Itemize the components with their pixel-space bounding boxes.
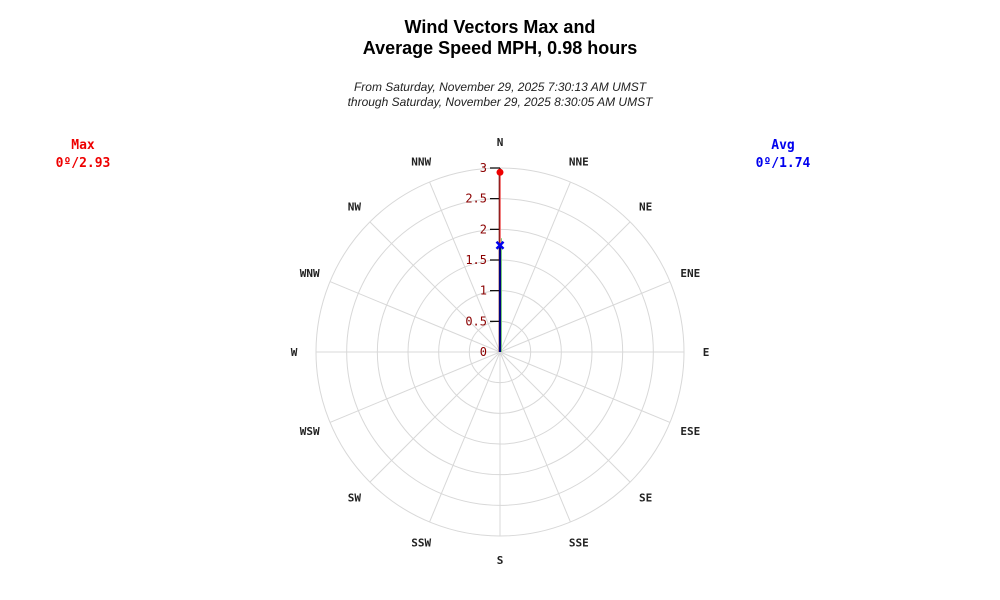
compass-label-nw: NW (348, 200, 362, 213)
avg-marker (495, 240, 505, 250)
compass-label-ssw: SSW (411, 536, 431, 549)
chart-title-line-1: Wind Vectors Max and (404, 17, 596, 37)
compass-labels: N NNE NE ENE E ESE SE SSE S SSW SW WSW W WNW NW NNW (291, 136, 710, 567)
grid-spoke (429, 351, 501, 523)
compass-label-n: N (497, 136, 504, 149)
grid-spoke (499, 221, 631, 353)
grid-spoke (429, 181, 501, 353)
grid-spoke (499, 281, 671, 353)
axis-tick-label: 0 (480, 345, 487, 359)
compass-label-wsw: WSW (300, 425, 320, 438)
grid-spoke (369, 221, 501, 353)
radial-axis: 0 0.5 1 1.5 2 2.5 3 (465, 161, 501, 359)
compass-label-ne: NE (639, 200, 652, 213)
legend-avg-value: 0º/1.74 (755, 156, 811, 171)
compass-label-sw: SW (348, 492, 362, 505)
max-marker (496, 168, 504, 176)
legend-avg-label: Avg (771, 138, 795, 153)
compass-label-se: SE (639, 492, 652, 505)
compass-label-w: W (291, 346, 298, 359)
grid-spoke (499, 351, 671, 423)
legend-avg: Avg 0º/1.74 (723, 137, 843, 173)
chart-title-line-2: Average Speed MPH, 0.98 hours (362, 38, 638, 58)
compass-label-sse: SSE (569, 536, 589, 549)
compass-label-nne: NNE (569, 156, 589, 169)
compass-label-wnw: WNW (300, 267, 320, 280)
grid-spoke (369, 351, 501, 483)
compass-label-e: E (703, 346, 710, 359)
legend-max-label: Max (71, 138, 95, 153)
subtitle-from: From Saturday, November 29, 2025 7:30:13… (353, 80, 647, 94)
axis-tick-label: 2.5 (465, 192, 487, 206)
compass-label-ene: ENE (680, 267, 700, 280)
compass-label-ese: ESE (680, 425, 700, 438)
legend-max-value: 0º/2.93 (55, 156, 111, 171)
wind-vectors (495, 168, 505, 352)
chart-subtitle: From Saturday, November 29, 2025 7:30:13… (0, 80, 1000, 110)
grid-spoke (329, 281, 501, 353)
grid-spoke (499, 351, 631, 483)
compass-label-s: S (497, 554, 504, 567)
axis-tick-label: 1.5 (465, 253, 487, 267)
axis-tick-label: 2 (480, 222, 487, 236)
grid-spoke (499, 351, 571, 523)
subtitle-through: through Saturday, November 29, 2025 8:30… (347, 95, 653, 109)
grid-spoke (329, 351, 501, 423)
grid-spoke (499, 181, 571, 353)
compass-label-nnw: NNW (411, 156, 431, 169)
legend-max: Max 0º/2.93 (23, 137, 143, 173)
chart-title: Wind Vectors Max and Average Speed MPH, … (0, 17, 1000, 59)
axis-tick-label: 3 (480, 161, 487, 175)
axis-tick-label: 1 (480, 284, 487, 298)
axis-tick-label: 0.5 (465, 314, 487, 328)
